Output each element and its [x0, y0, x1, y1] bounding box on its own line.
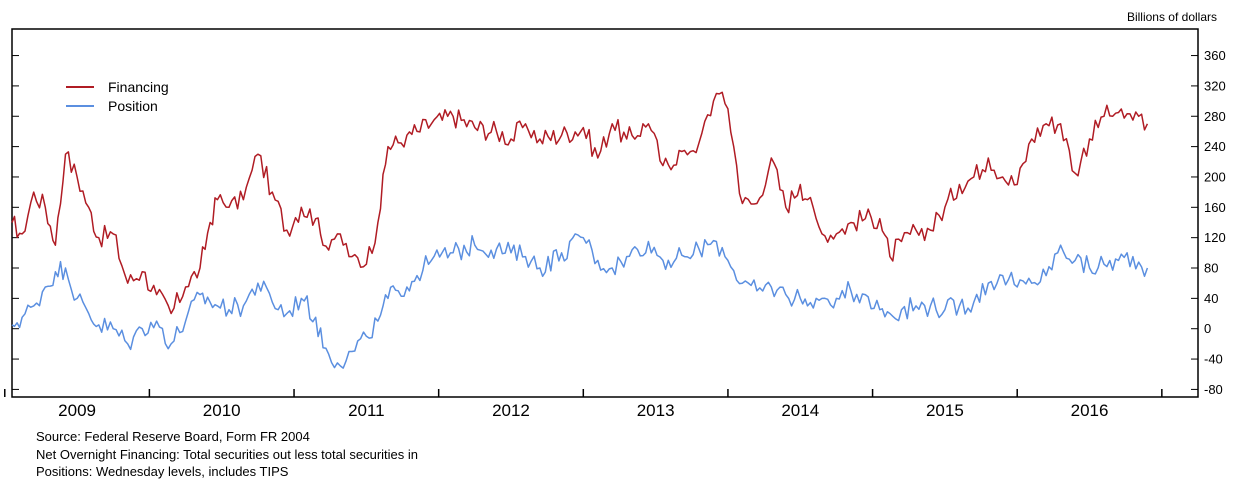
x-tick-label: 2013	[637, 401, 675, 420]
positions-definition-note: Positions: Wednesday levels, includes TI…	[36, 464, 289, 479]
y-tick-label: 0	[1204, 321, 1211, 336]
x-axis: 2009 2010 2011 2012 2013 2014 2015 2016	[4, 389, 1163, 420]
x-tick-label: 2016	[1071, 401, 1109, 420]
series-line-financing	[11, 91, 1149, 315]
footnotes: Source: Federal Reserve Board, Form FR 2…	[36, 428, 418, 481]
y-tick-label: 80	[1204, 261, 1218, 276]
source-note: Source: Federal Reserve Board, Form FR 2…	[36, 429, 310, 444]
y-tick-label: -40	[1204, 352, 1223, 367]
plot-frame	[11, 28, 1199, 398]
x-tick-label: 2009	[58, 401, 96, 420]
y-tick-label: 120	[1204, 230, 1226, 245]
y-tick-label: 200	[1204, 169, 1226, 184]
series-layer	[11, 91, 1149, 369]
y-tick-label: 360	[1204, 48, 1226, 63]
y-tick-label: 240	[1204, 139, 1226, 154]
y-tick-label: 280	[1204, 109, 1226, 124]
series-line-position	[11, 233, 1149, 369]
y-axis-unit-label: Billions of dollars	[1126, 10, 1217, 24]
legend: Financing Position	[66, 79, 169, 114]
x-tick-label: 2015	[926, 401, 964, 420]
y-tick-label: 160	[1204, 200, 1226, 215]
y-axis: -80 -40 0 40 80 120 160 200 240 280 320 360	[12, 48, 1226, 397]
x-tick-label: 2010	[203, 401, 241, 420]
x-tick-label: 2012	[492, 401, 530, 420]
y-tick-label: 320	[1204, 78, 1226, 93]
y-tick-label: 40	[1204, 291, 1218, 306]
x-tick-label: 2011	[348, 401, 385, 420]
x-tick-label: 2014	[781, 401, 819, 420]
legend-label-position: Position	[108, 98, 158, 114]
financing-definition-note: Net Overnight Financing: Total securitie…	[36, 446, 418, 462]
legend-label-financing: Financing	[108, 79, 169, 95]
y-tick-label: -80	[1204, 382, 1223, 397]
